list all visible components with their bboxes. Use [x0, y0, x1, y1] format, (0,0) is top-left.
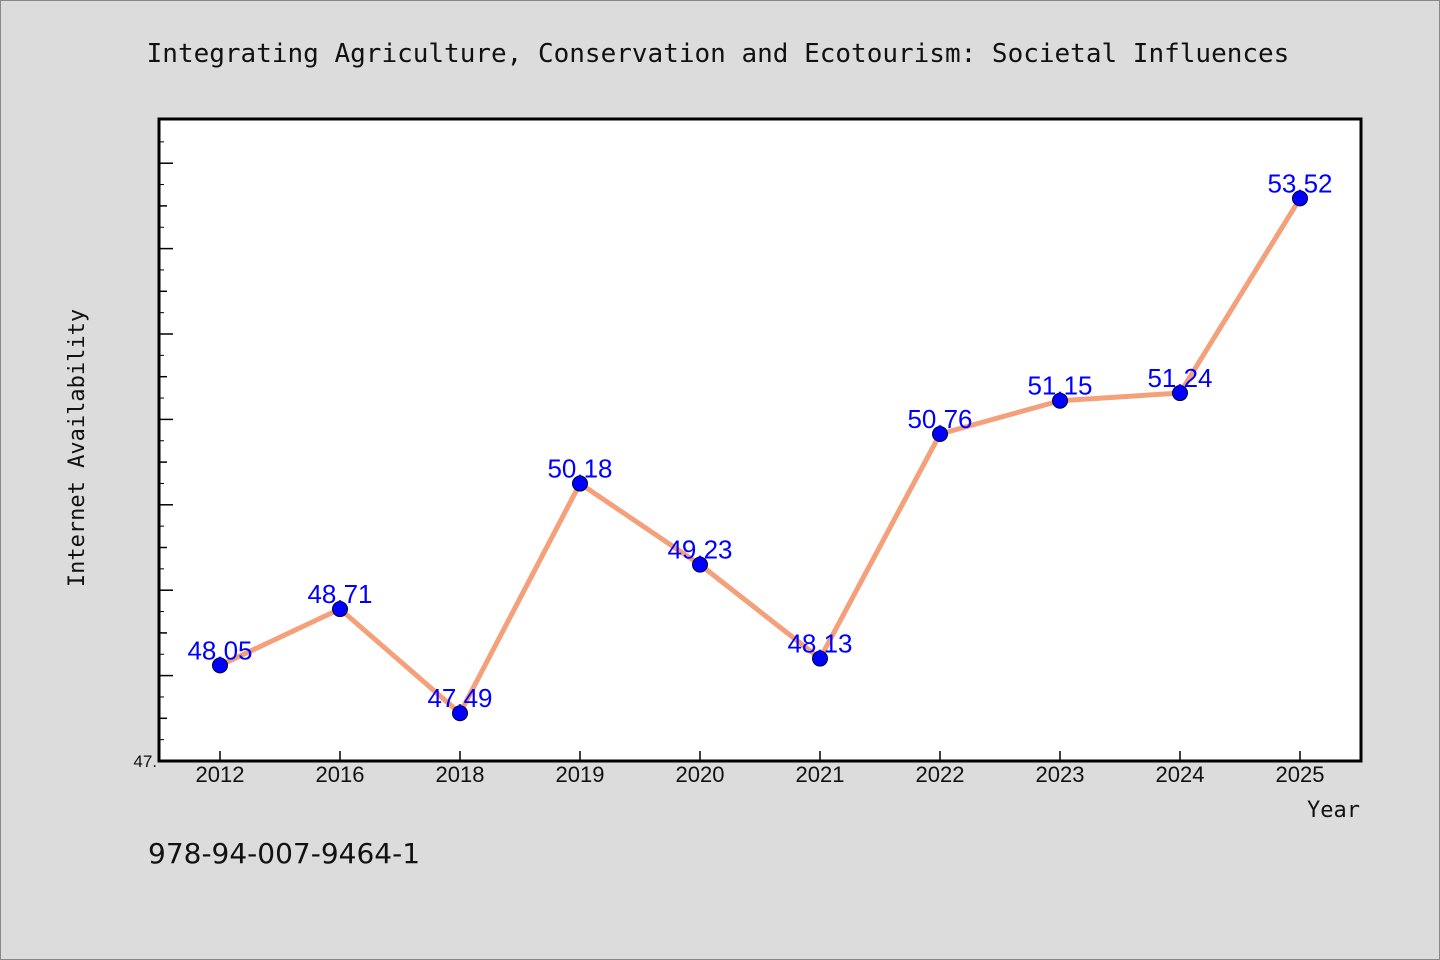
x-tick-label: 2024: [1156, 762, 1205, 787]
series-line: [217, 195, 1303, 716]
data-label: 48.05: [187, 635, 252, 665]
data-point: [332, 601, 348, 618]
series-group: [212, 190, 1308, 722]
chart-title: Integrating Agriculture, Conservation an…: [147, 39, 1290, 69]
x-tick-label: 2020: [676, 762, 725, 787]
data-point: [932, 426, 948, 443]
x-tick-label: 2019: [556, 762, 605, 787]
data-point: [692, 556, 708, 573]
data-point: [1052, 392, 1068, 409]
data-point: [572, 475, 588, 492]
data-label: 49.23: [667, 535, 732, 565]
data-label: 50.76: [907, 404, 972, 434]
y-axis-label: Internet Availability: [65, 309, 90, 587]
data-label: 53.52: [1267, 168, 1332, 198]
x-tick-label: 2016: [316, 762, 365, 787]
data-labels: 48.05 48.71 47.49 50.18 49.23 48.13 50.76 51.15…: [187, 168, 1332, 713]
x-axis-ticks: [219, 751, 1301, 761]
footer-text: 978-94-007-9464-1: [148, 837, 420, 870]
x-axis-label: Year: [1307, 798, 1360, 823]
x-tick-label: 2023: [1036, 762, 1085, 787]
x-tick-label: 2025: [1276, 762, 1325, 787]
data-label: 48.13: [787, 629, 852, 659]
data-label: 50.18: [547, 454, 612, 484]
data-label: 48.71: [307, 579, 372, 609]
data-label: 51.24: [1147, 363, 1212, 393]
x-tick-label: 2018: [436, 762, 485, 787]
data-point: [452, 705, 468, 722]
x-tick-label: 2012: [196, 762, 245, 787]
x-axis-tick-labels: 2012 2016 2018 2019 2020 2021 2022 2023 2024 2025: [196, 762, 1325, 787]
data-point: [1172, 385, 1188, 402]
y-axis-tick-labels: 47.: [133, 752, 157, 771]
plot-area: [157, 117, 1363, 763]
data-point: [1292, 190, 1308, 207]
x-tick-label: 2022: [916, 762, 965, 787]
y-axis-ticks: [159, 141, 173, 762]
data-point: [212, 657, 228, 674]
data-point: [812, 650, 828, 667]
x-tick-label: 2021: [796, 762, 845, 787]
y-tick-label: 47.: [133, 752, 157, 771]
data-label: 47.49: [427, 683, 492, 713]
data-label: 51.15: [1027, 371, 1092, 401]
